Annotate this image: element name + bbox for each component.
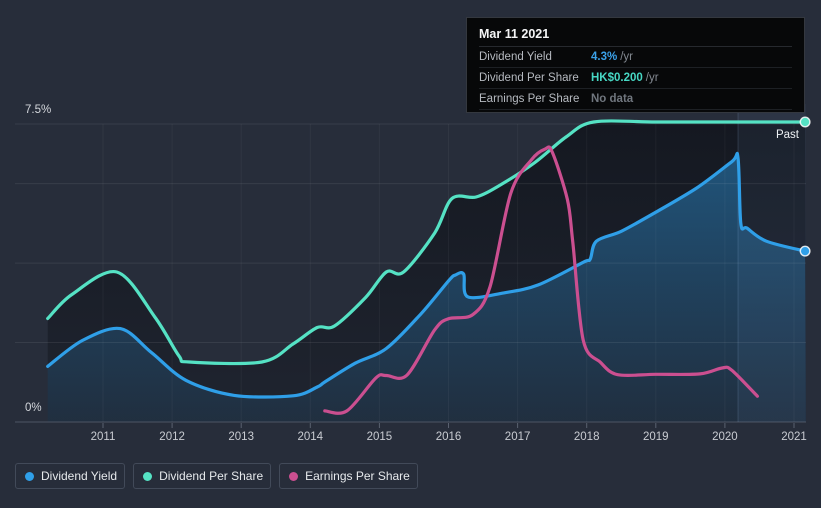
x-tick-label-2011: 2011 — [91, 431, 116, 443]
x-tick-label-2018: 2018 — [574, 431, 600, 443]
chart-legend: Dividend Yield Dividend Per Share Earnin… — [15, 463, 418, 489]
x-tick-label-2019: 2019 — [643, 431, 669, 443]
series-lines — [46, 119, 807, 415]
dividend-yield-color-dot-icon — [25, 471, 34, 481]
tooltip-label: Dividend Yield — [479, 50, 552, 63]
x-tick-label-2014: 2014 — [298, 431, 324, 443]
tooltip-value: HK$0.200 — [591, 71, 643, 84]
past-year-highlight-band — [737, 104, 806, 422]
dividend-yield-line — [46, 151, 807, 399]
x-tick-label-2013: 2013 — [228, 431, 254, 443]
chart-canvas[interactable]: 2011 2012 2013 2014 2015 2016 2017 2018 2019 2020… — [0, 0, 821, 460]
past-period-label: Past — [775, 129, 799, 141]
tooltip-label: Dividend Per Share — [479, 71, 579, 84]
x-tick-label-2015: 2015 — [367, 431, 393, 443]
tooltip-value-suffix: /yr — [645, 71, 659, 84]
earnings-per-share-color-dot-icon — [289, 471, 299, 481]
dividend-history-chart[interactable]: 2011 2012 2013 2014 2015 2016 2017 2018 2019 2020… — [0, 0, 821, 460]
legend-item-earnings-per-share[interactable]: Earnings Per Share — [279, 463, 418, 489]
series-area-fills — [47, 120, 806, 422]
earnings-per-share-line — [323, 145, 759, 415]
x-tick-label-2016: 2016 — [436, 431, 462, 443]
chart-tooltip: Mar 11 2021 Dividend Yield 4.3% /yr Divi… — [466, 17, 805, 113]
highlight-band-rect — [738, 104, 806, 422]
legend-item-label: Earnings Per Share — [305, 469, 410, 483]
tooltip-row-dividend-per-share: Dividend Per Share HK$0.200 /yr — [479, 68, 792, 89]
gridlines — [15, 123, 806, 428]
series-end-dots — [799, 116, 811, 257]
tooltip-value: 4.3% — [591, 50, 618, 63]
x-tick-label-2012: 2012 — [159, 431, 185, 443]
x-tick-label-2021: 2021 — [781, 431, 807, 443]
dividend-per-share-color-dot-icon — [143, 471, 153, 481]
dividend-yield-area-fill — [47, 153, 806, 422]
dividend-per-share-line — [46, 119, 807, 366]
legend-item-label: Dividend Per Share — [159, 469, 264, 483]
x-tick-label-2017: 2017 — [505, 431, 531, 443]
x-tick-label-2020: 2020 — [712, 431, 738, 443]
tooltip-date: Mar 11 2021 — [479, 24, 792, 47]
x-axis-labels: 2011 2012 2013 2014 2015 2016 2017 2018 2019 2020… — [91, 431, 807, 443]
dividend-per-share-end-dot[interactable] — [799, 116, 811, 128]
legend-item-label: Dividend Yield — [41, 469, 118, 483]
legend-item-dividend-yield[interactable]: Dividend Yield — [15, 463, 126, 489]
y-axis-label-max: 7.5% — [25, 104, 52, 116]
legend-item-dividend-per-share[interactable]: Dividend Per Share — [133, 463, 272, 489]
tooltip-value-suffix: /yr — [620, 50, 633, 63]
dividend-yield-end-dot[interactable] — [799, 245, 811, 257]
tooltip-row-dividend-yield: Dividend Yield 4.3% /yr — [479, 47, 792, 68]
tooltip-label: Earnings Per Share — [479, 92, 580, 105]
y-axis-label-zero: 0% — [25, 402, 42, 414]
tooltip-value: No data — [591, 92, 634, 105]
tooltip-row-earnings-per-share: Earnings Per Share No data — [479, 89, 792, 110]
